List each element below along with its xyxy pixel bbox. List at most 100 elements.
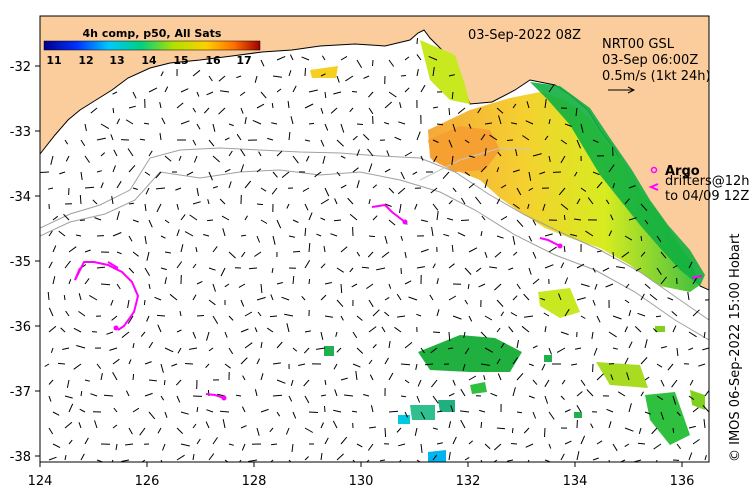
current-vector <box>388 341 391 349</box>
current-vector <box>304 456 309 461</box>
current-vector <box>324 437 329 445</box>
current-vector <box>384 101 393 109</box>
current-vector <box>252 119 262 125</box>
current-vector <box>397 187 406 195</box>
current-vector <box>132 91 137 99</box>
current-vector <box>132 407 140 413</box>
current-vector <box>596 181 603 189</box>
current-vector <box>224 331 228 338</box>
current-vector <box>125 443 134 446</box>
current-vector <box>64 260 71 269</box>
current-vector <box>516 372 524 381</box>
colorbar-title: 4h comp, p50, All Sats <box>83 27 222 40</box>
current-vector <box>292 347 298 352</box>
current-vector <box>368 91 374 98</box>
current-vector <box>324 282 332 285</box>
current-vector <box>596 373 604 381</box>
current-vector <box>580 123 584 133</box>
current-vector <box>397 315 406 318</box>
current-vector <box>556 347 566 353</box>
current-vector <box>68 279 72 285</box>
current-vector <box>68 403 74 413</box>
current-vector <box>330 107 338 114</box>
current-vector <box>240 357 248 365</box>
current-vector <box>384 296 390 301</box>
current-vector <box>290 379 294 386</box>
current-vector <box>276 379 286 384</box>
current-vector <box>621 251 630 258</box>
x-tick-label: 128 <box>242 474 267 489</box>
current-vector <box>269 315 278 318</box>
current-vector <box>222 419 226 429</box>
current-vector <box>548 443 552 449</box>
current-vector <box>78 293 82 301</box>
current-vector <box>228 251 236 259</box>
current-vector <box>244 215 248 221</box>
current-vector <box>111 315 118 321</box>
current-vector <box>256 427 260 436</box>
current-vector <box>281 171 290 178</box>
current-vector <box>128 235 133 242</box>
current-vector <box>384 203 392 207</box>
current-vector <box>60 327 66 333</box>
current-vector <box>239 91 246 96</box>
argo-icon <box>650 166 658 174</box>
current-vector <box>228 123 234 127</box>
current-vector <box>271 122 278 125</box>
current-vector <box>64 395 73 399</box>
current-vector <box>420 84 426 93</box>
current-vector <box>212 155 221 163</box>
current-vector <box>498 115 502 125</box>
current-vector <box>356 59 363 69</box>
current-vector <box>144 361 152 365</box>
current-vector <box>308 278 311 285</box>
current-vector <box>356 180 360 189</box>
current-vector <box>58 230 66 237</box>
current-vector <box>442 171 450 180</box>
current-vector <box>324 187 330 197</box>
current-vector <box>635 267 642 272</box>
current-vector <box>560 262 565 269</box>
current-vector <box>408 296 418 301</box>
current-vector <box>576 404 582 413</box>
current-vector <box>320 198 329 205</box>
current-vector <box>304 103 314 109</box>
current-vector <box>289 54 294 61</box>
current-vector <box>270 459 274 462</box>
current-vector <box>416 459 421 462</box>
current-vector <box>298 363 306 366</box>
current-vector <box>347 197 354 205</box>
current-vector <box>516 411 522 414</box>
current-vector <box>394 326 402 333</box>
current-vector <box>480 459 483 462</box>
current-vector <box>457 107 466 114</box>
current-vector <box>497 151 502 157</box>
current-vector <box>516 283 521 290</box>
current-vector <box>356 123 364 125</box>
current-vector <box>574 218 582 221</box>
current-vector <box>112 358 120 365</box>
current-vector <box>212 315 219 324</box>
current-vector <box>381 251 390 258</box>
current-vector <box>109 347 118 351</box>
current-vector <box>361 266 370 269</box>
info-time: 03-Sep 06:00Z <box>602 53 698 68</box>
current-vector <box>384 168 391 173</box>
current-vector <box>523 427 530 434</box>
current-vector <box>386 150 390 157</box>
colorbar-gradient <box>43 40 261 51</box>
current-vector <box>424 363 434 366</box>
current-vector <box>308 89 318 93</box>
current-vector <box>176 261 183 269</box>
current-vector <box>340 283 343 294</box>
current-vector <box>324 315 333 318</box>
current-vector <box>563 214 566 221</box>
current-vector <box>112 107 115 114</box>
current-vector <box>400 171 405 180</box>
current-vector <box>592 171 600 176</box>
current-vector <box>176 203 179 210</box>
current-vector <box>244 311 253 317</box>
current-vector <box>320 139 325 147</box>
current-vector <box>62 347 70 350</box>
current-vector <box>698 363 706 367</box>
